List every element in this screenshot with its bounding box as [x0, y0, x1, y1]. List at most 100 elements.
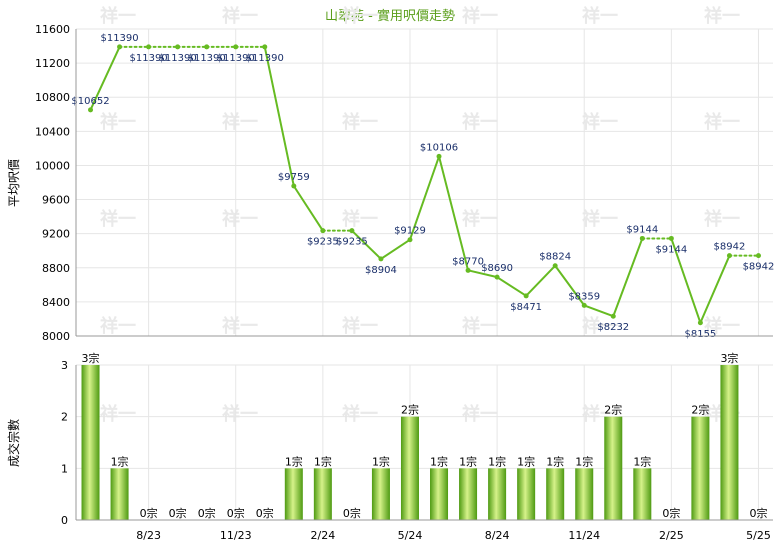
price-line-segment [89, 45, 121, 111]
watermark: 祥一 [704, 5, 740, 27]
price-line-segment [583, 304, 615, 318]
watermark: 祥一 [462, 111, 498, 133]
price-point-label: $9235 [336, 237, 368, 248]
price-point-label: $8690 [481, 263, 513, 274]
price-point [349, 228, 355, 234]
price-ytick-label: 9200 [42, 228, 70, 241]
volume-ytick-label: 1 [61, 462, 68, 475]
watermark: 祥一 [100, 315, 136, 337]
price-ytick-label: 10400 [35, 125, 70, 138]
price-point-label: $11390 [188, 53, 226, 64]
volume-bar [459, 468, 478, 520]
price-line-segment [467, 269, 499, 279]
watermark: 祥一 [222, 208, 258, 230]
price-point [407, 237, 413, 243]
price-point-label: $9759 [278, 172, 310, 183]
watermark: 祥一 [342, 111, 378, 133]
price-point-label: $8824 [539, 252, 571, 263]
x-tick-label: 11/24 [568, 529, 600, 542]
volume-bar-label: 1宗 [111, 454, 129, 468]
price-point [175, 44, 181, 50]
volume-bar [430, 468, 449, 520]
price-line-segment [496, 276, 528, 297]
watermark: 祥一 [222, 111, 258, 133]
volume-bar-label: 2宗 [691, 403, 709, 417]
x-tick-label: 2/24 [311, 529, 336, 542]
x-tick-label: 8/23 [136, 529, 161, 542]
volume-bar-label: 1宗 [575, 454, 593, 468]
volume-bar [633, 468, 652, 520]
volume-bar-label: 0宗 [749, 506, 767, 520]
volume-bar-label: 1宗 [372, 454, 390, 468]
price-line-segment [438, 155, 470, 272]
price-ytick-label: 8400 [42, 296, 70, 309]
price-ytick-label: 11200 [35, 57, 70, 70]
volume-bar [720, 365, 739, 520]
watermark: 祥一 [462, 315, 498, 337]
price-point [552, 263, 558, 269]
volume-bar [517, 468, 536, 520]
volume-bar-label: 1宗 [546, 454, 564, 468]
volume-bar [488, 468, 507, 520]
volume-bar-label: 0宗 [140, 506, 158, 520]
volume-bar [400, 416, 419, 520]
price-ytick-label: 9600 [42, 194, 70, 207]
volume-bar [604, 416, 623, 520]
volume-bar-label: 1宗 [285, 454, 303, 468]
watermark: 祥一 [582, 5, 618, 27]
price-line-segment [263, 45, 295, 187]
volume-ytick-label: 0 [61, 514, 68, 527]
price-point-label: $8232 [597, 322, 629, 333]
volume-bar-label: 0宗 [256, 506, 274, 520]
price-ylabel: 平均呎價 [7, 159, 21, 207]
price-point-label: $8942 [743, 262, 775, 273]
price-point [465, 267, 471, 273]
volume-bar [284, 468, 303, 520]
price-point [146, 44, 152, 50]
watermark: 祥一 [342, 208, 378, 230]
watermark: 祥一 [222, 315, 258, 337]
volume-bar-label: 0宗 [227, 506, 245, 520]
price-point [610, 313, 616, 319]
volume-bar-label: 1宗 [488, 454, 506, 468]
volume-bar [371, 468, 390, 520]
price-point [291, 183, 297, 189]
volume-ytick-label: 3 [61, 359, 68, 372]
watermark: 祥一 [462, 403, 498, 425]
watermark: 祥一 [582, 208, 618, 230]
chart-title: 山翠苑 - 實用呎價走勢 [325, 8, 455, 24]
price-line-segment [379, 238, 411, 260]
watermark: 祥一 [342, 5, 378, 27]
price-ytick-label: 10000 [35, 159, 70, 172]
volume-bar-label: 0宗 [343, 506, 361, 520]
price-point-label: $11390 [130, 53, 168, 64]
price-point-label: $11390 [217, 53, 255, 64]
volume-bar [546, 468, 565, 520]
volume-bar-label: 2宗 [604, 403, 622, 417]
price-point-label: $8904 [365, 265, 397, 276]
volume-bar [691, 416, 710, 520]
volume-bar-label: 0宗 [169, 506, 187, 520]
price-point [436, 153, 442, 159]
volume-bar-label: 0宗 [198, 506, 216, 520]
price-point [320, 228, 326, 234]
price-point-label: $9144 [655, 244, 687, 255]
price-line-segment [350, 229, 382, 260]
watermark: 祥一 [342, 403, 378, 425]
watermark: 祥一 [704, 111, 740, 133]
price-point-label: $8770 [452, 256, 484, 267]
price-point [581, 302, 587, 308]
price-point-label: $9235 [307, 237, 339, 248]
volume-bar-label: 0宗 [662, 506, 680, 520]
price-point [233, 44, 239, 50]
volume-bar-label: 1宗 [459, 454, 477, 468]
price-point-label: $11390 [100, 33, 138, 44]
price-ytick-label: 11600 [35, 23, 70, 36]
watermark: 祥一 [462, 5, 498, 27]
watermark: 祥一 [222, 5, 258, 27]
price-ytick-label: 10800 [35, 91, 70, 104]
price-point-label: $11390 [246, 53, 284, 64]
volume-ylabel: 成交宗數 [6, 419, 21, 467]
